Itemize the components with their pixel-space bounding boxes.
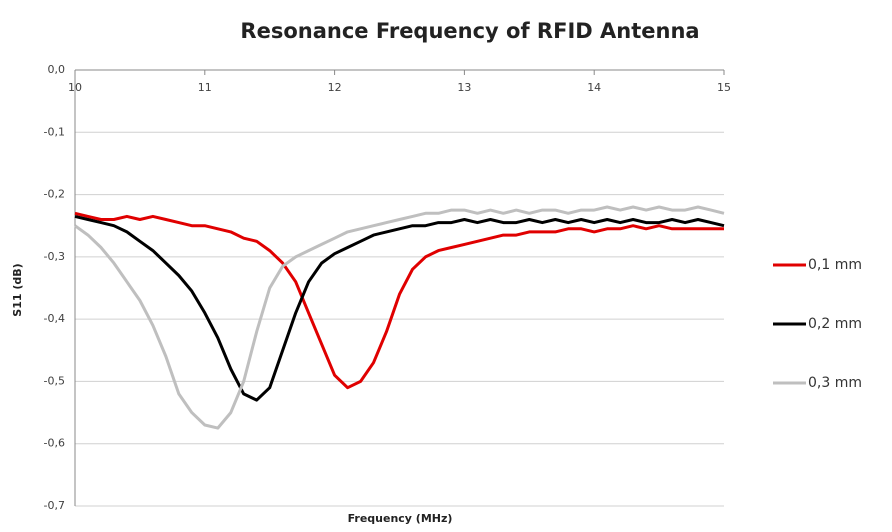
- series-line: [74, 205, 725, 430]
- x-tick-label: 10: [68, 81, 82, 94]
- y-tick-label: -0,2: [44, 188, 65, 201]
- legend-label: 0,3 mm: [808, 375, 862, 391]
- chart-title: Resonance Frequency of RFID Antenna: [240, 19, 699, 43]
- y-axis-label: S11 (dB): [11, 263, 24, 316]
- legend-label: 0,1 mm: [808, 257, 862, 273]
- y-tick-label: -0,4: [44, 312, 65, 325]
- x-tick-label: 12: [328, 81, 342, 94]
- legend-label: 0,2 mm: [808, 316, 862, 332]
- y-tick-label: 0,0: [48, 63, 66, 76]
- y-tick-label: -0,5: [44, 374, 65, 387]
- x-tick-label: 14: [587, 81, 601, 94]
- x-tick-label: 15: [717, 81, 731, 94]
- y-tick-label: -0,7: [44, 499, 65, 512]
- y-tick-label: -0,3: [44, 250, 65, 263]
- x-tick-label: 11: [198, 81, 212, 94]
- y-tick-label: -0,6: [44, 437, 65, 450]
- series-line: [74, 211, 724, 390]
- y-tick-label: -0,1: [44, 125, 65, 138]
- x-tick-label: 13: [457, 81, 471, 94]
- series-line: [74, 214, 725, 402]
- x-axis-label: Frequency (MHz): [348, 512, 453, 525]
